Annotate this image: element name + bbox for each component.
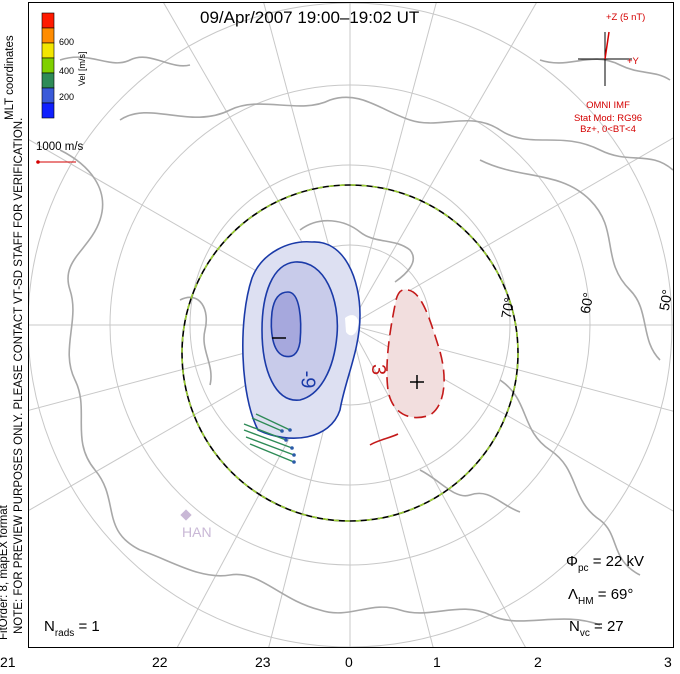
velocity-vector-heads [280, 428, 296, 464]
colorbar-swatch [41, 27, 55, 44]
colorbar-tick-200: 200 [59, 92, 75, 102]
positive-cell [369, 288, 445, 446]
stat-phi-pc: Φpc = 22 kV [566, 553, 644, 574]
stat-nvc: Nvc = 27 [569, 618, 624, 639]
preview-note: NOTE: FOR PREVIEW PURPOSES ONLY. PLEASE … [13, 117, 25, 634]
negative-cell [242, 241, 361, 439]
stat-phi-sub: pc [577, 563, 589, 574]
stat-lambda-symbol: Λ [568, 586, 579, 603]
stat-lambda-hm: ΛHM = 69° [568, 586, 634, 607]
colorbar-swatch [41, 12, 55, 29]
stat-lambda-value: = 69° [597, 586, 634, 603]
velocity-vectors [243, 413, 295, 463]
imf-axis-z: +Z (5 nT) [606, 12, 646, 23]
mlt-label-0: 0 [345, 654, 353, 670]
mlt-label-1: 1 [433, 654, 441, 670]
vector-scale-dot [36, 160, 40, 164]
station-label: HAN [182, 524, 212, 540]
mlt-label-23: 23 [255, 654, 271, 670]
hm-boundary-dash [181, 184, 519, 522]
colorbar-swatch [41, 102, 55, 119]
imf-model: Stat Mod: RG96 [573, 113, 643, 124]
velocity-colorbar [41, 12, 55, 119]
colorbar-tick-600: 600 [59, 37, 75, 47]
page-title: 09/Apr/2007 19:00–19:02 UT [200, 8, 420, 27]
mlt-label-2: 2 [534, 654, 542, 670]
colorbar-swatch [41, 87, 55, 104]
stat-nvc-value: = 27 [594, 618, 624, 635]
map-frame [28, 2, 674, 648]
colorbar-swatch [41, 72, 55, 89]
colorbar-title: Vel [m/s] [77, 51, 87, 86]
colorbar-swatch [41, 57, 55, 74]
stat-nrads: Nrads = 1 [44, 618, 100, 639]
mlt-label-3: 3 [664, 654, 672, 670]
positive-contour-label: 3 [367, 363, 390, 376]
stat-phi-value: = 22 kV [592, 553, 644, 570]
fit-order-note: FitOrder: 8, mapEX format [0, 505, 10, 640]
coastlines [59, 56, 673, 626]
imf-condition: Bz+, 0<BT<4 [580, 124, 636, 135]
station-marker [180, 509, 192, 521]
stat-nvc-sub: vc [579, 628, 590, 639]
stat-phi-symbol: Φ [566, 553, 578, 570]
mlt-label-22: 22 [152, 654, 168, 670]
imf-vector [604, 31, 610, 60]
mlt-label-21: 21 [0, 654, 16, 670]
colorbar-swatch [41, 42, 55, 59]
stat-nvc-symbol: N [569, 618, 580, 635]
stat-lambda-sub: HM [578, 596, 594, 607]
imf-axis-y: +Y [627, 56, 639, 67]
max-marker [410, 375, 424, 389]
coord-label: MLT coordinates [4, 35, 16, 120]
colorbar-tick-400: 400 [59, 66, 75, 76]
negative-contour-label: -9 [296, 370, 319, 389]
pole-gap [345, 315, 359, 336]
imf-source: OMNI IMF [586, 100, 630, 111]
stat-nrads-symbol: N [44, 618, 55, 635]
vector-scale-label: 1000 m/s [36, 141, 84, 153]
stat-nrads-sub: rads [54, 628, 75, 639]
stat-nrads-value: = 1 [78, 618, 100, 635]
